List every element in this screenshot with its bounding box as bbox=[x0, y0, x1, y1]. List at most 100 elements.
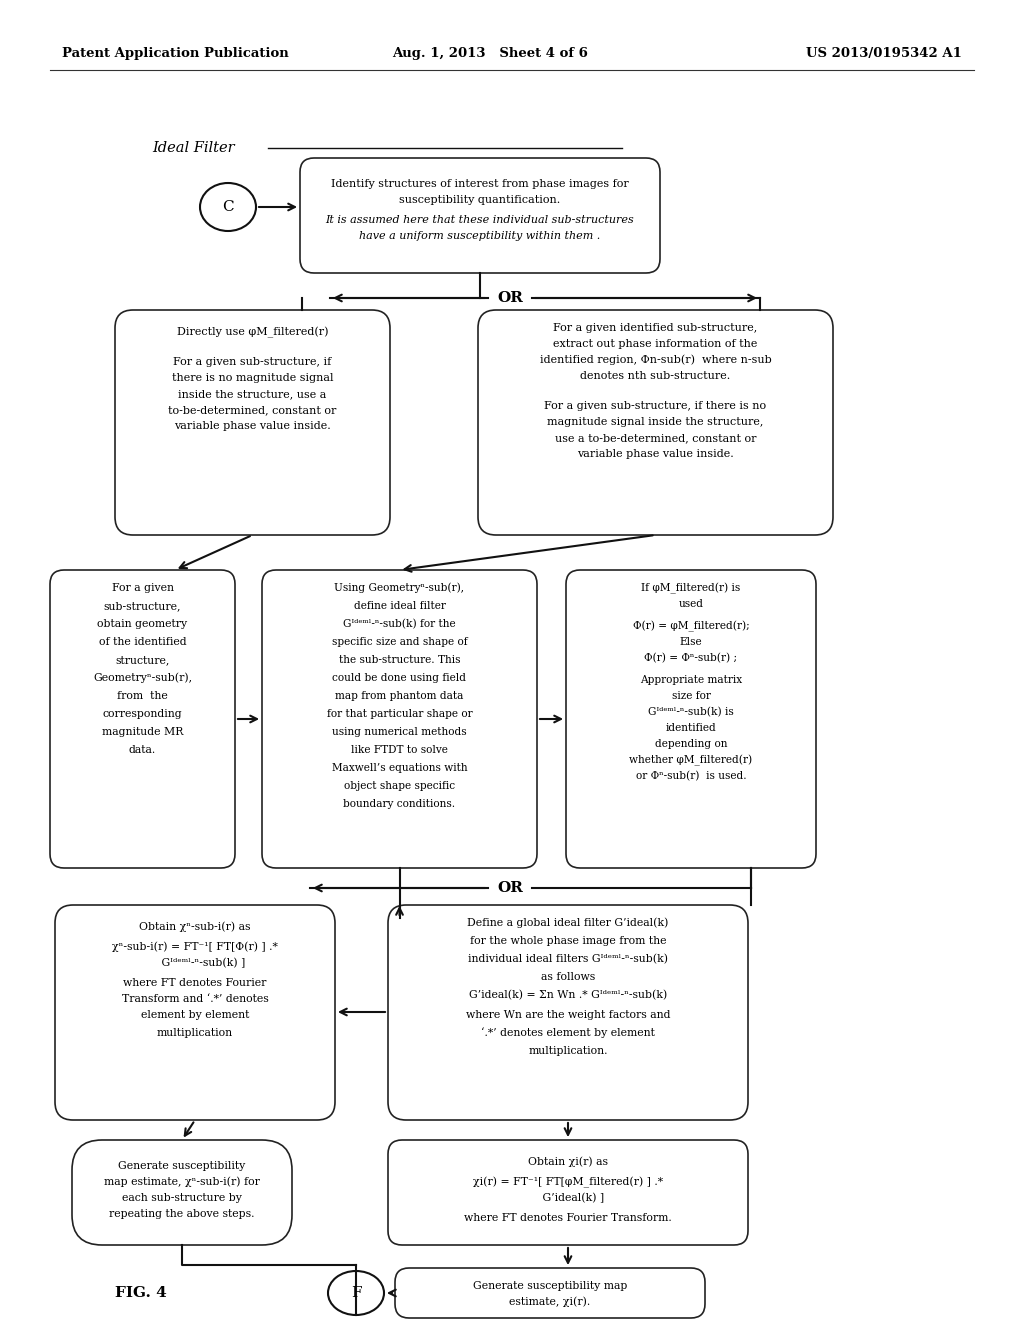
Text: Φ(r) = φM_filtered(r);: Φ(r) = φM_filtered(r); bbox=[633, 620, 750, 632]
Text: multiplication.: multiplication. bbox=[528, 1045, 608, 1056]
Text: Gᴵᵈᵉᵐˡ-ⁿ-sub(k) ]: Gᴵᵈᵉᵐˡ-ⁿ-sub(k) ] bbox=[144, 958, 246, 968]
Text: Transform and ‘.*’ denotes: Transform and ‘.*’ denotes bbox=[122, 994, 268, 1005]
Text: each sub-structure by: each sub-structure by bbox=[122, 1193, 242, 1203]
Text: Aug. 1, 2013   Sheet 4 of 6: Aug. 1, 2013 Sheet 4 of 6 bbox=[392, 48, 588, 61]
Text: object shape specific: object shape specific bbox=[344, 781, 455, 791]
Text: repeating the above steps.: repeating the above steps. bbox=[110, 1209, 255, 1218]
Text: Maxwell’s equations with: Maxwell’s equations with bbox=[332, 763, 467, 774]
Text: Obtain χi(r) as: Obtain χi(r) as bbox=[528, 1156, 608, 1167]
Text: extract out phase information of the: extract out phase information of the bbox=[553, 339, 758, 348]
Text: OR: OR bbox=[497, 880, 523, 895]
Text: magnitude signal inside the structure,: magnitude signal inside the structure, bbox=[547, 417, 764, 426]
Text: where FT denotes Fourier: where FT denotes Fourier bbox=[123, 978, 266, 987]
Text: data.: data. bbox=[129, 744, 156, 755]
FancyBboxPatch shape bbox=[566, 570, 816, 869]
Text: G’ideal(k) ]: G’ideal(k) ] bbox=[531, 1193, 604, 1203]
Text: for that particular shape or: for that particular shape or bbox=[327, 709, 472, 719]
Text: size for: size for bbox=[672, 690, 711, 701]
Text: Φ(r) = Φⁿ-sub(r) ;: Φ(r) = Φⁿ-sub(r) ; bbox=[644, 653, 737, 663]
Text: G’ideal(k) = Σn Wn .* Gᴵᵈᵉᵐˡ-ⁿ-sub(k): G’ideal(k) = Σn Wn .* Gᴵᵈᵉᵐˡ-ⁿ-sub(k) bbox=[469, 990, 667, 1001]
Text: element by element: element by element bbox=[141, 1010, 249, 1020]
Text: magnitude MR: magnitude MR bbox=[101, 727, 183, 737]
FancyBboxPatch shape bbox=[395, 1269, 705, 1317]
Text: the sub-structure. This: the sub-structure. This bbox=[339, 655, 460, 665]
Text: individual ideal filters Gᴵᵈᵉᵐˡ-ⁿ-sub(k): individual ideal filters Gᴵᵈᵉᵐˡ-ⁿ-sub(k) bbox=[468, 954, 668, 964]
Text: For a given sub-structure, if there is no: For a given sub-structure, if there is n… bbox=[545, 401, 767, 411]
Text: variable phase value inside.: variable phase value inside. bbox=[578, 449, 734, 459]
Text: Obtain χⁿ-sub-i(r) as: Obtain χⁿ-sub-i(r) as bbox=[139, 921, 251, 932]
FancyBboxPatch shape bbox=[55, 906, 335, 1119]
Text: estimate, χi(r).: estimate, χi(r). bbox=[509, 1296, 591, 1307]
FancyBboxPatch shape bbox=[300, 158, 660, 273]
Text: χi(r) = FT⁻¹[ FT[φM_filtered(r) ] .*: χi(r) = FT⁻¹[ FT[φM_filtered(r) ] .* bbox=[473, 1176, 664, 1188]
Text: susceptibility quantification.: susceptibility quantification. bbox=[399, 195, 560, 205]
Text: for the whole phase image from the: for the whole phase image from the bbox=[470, 936, 667, 946]
Text: like FTDT to solve: like FTDT to solve bbox=[351, 744, 447, 755]
Text: Ideal Filter: Ideal Filter bbox=[152, 141, 234, 154]
Text: If φM_filtered(r) is: If φM_filtered(r) is bbox=[641, 582, 740, 594]
Text: structure,: structure, bbox=[116, 655, 170, 665]
Text: It is assumed here that these individual sub-structures: It is assumed here that these individual… bbox=[326, 215, 635, 224]
Text: inside the structure, use a: inside the structure, use a bbox=[178, 389, 327, 399]
Text: depending on: depending on bbox=[654, 739, 727, 748]
Text: map from phantom data: map from phantom data bbox=[335, 690, 464, 701]
Text: OR: OR bbox=[497, 290, 523, 305]
Text: Geometryⁿ-sub(r),: Geometryⁿ-sub(r), bbox=[93, 673, 193, 684]
Text: FIG. 4: FIG. 4 bbox=[115, 1286, 167, 1300]
Text: Define a global ideal filter G’ideal(k): Define a global ideal filter G’ideal(k) bbox=[467, 917, 669, 928]
Text: Generate susceptibility map: Generate susceptibility map bbox=[473, 1280, 627, 1291]
Text: as follows: as follows bbox=[541, 972, 595, 982]
Text: to-be-determined, constant or: to-be-determined, constant or bbox=[168, 405, 337, 414]
Text: Gᴵᵈᵉᵐˡ-ⁿ-sub(k) is: Gᴵᵈᵉᵐˡ-ⁿ-sub(k) is bbox=[648, 706, 734, 717]
Text: have a uniform susceptibility within them .: have a uniform susceptibility within the… bbox=[359, 231, 601, 242]
Text: obtain geometry: obtain geometry bbox=[97, 619, 187, 630]
FancyBboxPatch shape bbox=[72, 1140, 292, 1245]
Text: C: C bbox=[222, 201, 233, 214]
Text: Else: Else bbox=[680, 638, 702, 647]
FancyBboxPatch shape bbox=[115, 310, 390, 535]
Text: or Φⁿ-sub(r)  is used.: or Φⁿ-sub(r) is used. bbox=[636, 771, 746, 781]
FancyBboxPatch shape bbox=[478, 310, 833, 535]
Text: χⁿ-sub-i(r) = FT⁻¹[ FT[Φ(r) ] .*: χⁿ-sub-i(r) = FT⁻¹[ FT[Φ(r) ] .* bbox=[112, 941, 278, 952]
Text: identified region, Φn-sub(r)  where n-sub: identified region, Φn-sub(r) where n-sub bbox=[540, 355, 771, 366]
Text: identified: identified bbox=[666, 723, 717, 733]
Text: F: F bbox=[351, 1286, 361, 1300]
Text: where Wn are the weight factors and: where Wn are the weight factors and bbox=[466, 1010, 671, 1020]
Text: Gᴵᵈᵉᵐˡ-ⁿ-sub(k) for the: Gᴵᵈᵉᵐˡ-ⁿ-sub(k) for the bbox=[343, 619, 456, 630]
Text: corresponding: corresponding bbox=[102, 709, 182, 719]
Text: For a given sub-structure, if: For a given sub-structure, if bbox=[173, 356, 332, 367]
FancyBboxPatch shape bbox=[50, 570, 234, 869]
Text: denotes nth sub-structure.: denotes nth sub-structure. bbox=[581, 371, 731, 381]
Text: Generate susceptibility: Generate susceptibility bbox=[119, 1162, 246, 1171]
FancyBboxPatch shape bbox=[388, 1140, 748, 1245]
Text: multiplication: multiplication bbox=[157, 1028, 233, 1038]
Text: ‘.*’ denotes element by element: ‘.*’ denotes element by element bbox=[481, 1027, 655, 1039]
Text: Using Geometryⁿ-sub(r),: Using Geometryⁿ-sub(r), bbox=[335, 582, 465, 593]
Text: variable phase value inside.: variable phase value inside. bbox=[174, 421, 331, 432]
Text: For a given: For a given bbox=[112, 583, 173, 593]
FancyBboxPatch shape bbox=[388, 906, 748, 1119]
Text: whether φM_filtered(r): whether φM_filtered(r) bbox=[630, 754, 753, 766]
Text: US 2013/0195342 A1: US 2013/0195342 A1 bbox=[806, 48, 962, 61]
Text: Identify structures of interest from phase images for: Identify structures of interest from pha… bbox=[331, 180, 629, 189]
Text: map estimate, χⁿ-sub-i(r) for: map estimate, χⁿ-sub-i(r) for bbox=[104, 1176, 260, 1187]
Text: of the identified: of the identified bbox=[98, 638, 186, 647]
Text: sub-structure,: sub-structure, bbox=[103, 601, 181, 611]
Text: using numerical methods: using numerical methods bbox=[332, 727, 467, 737]
Text: define ideal filter: define ideal filter bbox=[353, 601, 445, 611]
Text: use a to-be-determined, constant or: use a to-be-determined, constant or bbox=[555, 433, 757, 444]
Text: specific size and shape of: specific size and shape of bbox=[332, 638, 467, 647]
Text: used: used bbox=[679, 599, 703, 609]
Text: could be done using field: could be done using field bbox=[333, 673, 467, 682]
Ellipse shape bbox=[328, 1271, 384, 1315]
Text: Appropriate matrix: Appropriate matrix bbox=[640, 675, 742, 685]
Text: Directly use φM_filtered(r): Directly use φM_filtered(r) bbox=[177, 326, 329, 338]
Text: Patent Application Publication: Patent Application Publication bbox=[62, 48, 289, 61]
FancyBboxPatch shape bbox=[262, 570, 537, 869]
Text: there is no magnitude signal: there is no magnitude signal bbox=[172, 374, 333, 383]
Ellipse shape bbox=[200, 183, 256, 231]
Text: For a given identified sub-structure,: For a given identified sub-structure, bbox=[553, 323, 758, 333]
Text: from  the: from the bbox=[117, 690, 168, 701]
Text: boundary conditions.: boundary conditions. bbox=[343, 799, 456, 809]
Text: where FT denotes Fourier Transform.: where FT denotes Fourier Transform. bbox=[464, 1213, 672, 1224]
